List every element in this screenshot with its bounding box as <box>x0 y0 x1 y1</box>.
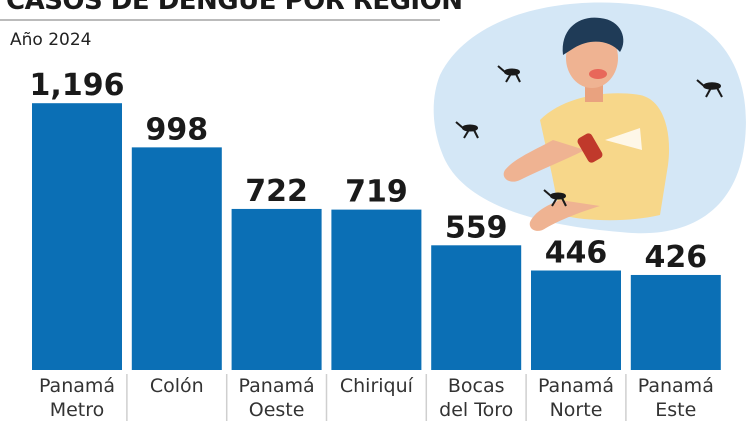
bar-value-label: 1,196 <box>30 68 125 103</box>
man-arm-raised <box>503 140 585 182</box>
category-tick-label: del Toro <box>439 399 513 421</box>
category-tick-label: Colón <box>150 375 204 397</box>
bar <box>431 245 522 370</box>
bar-value-label: 559 <box>445 210 508 245</box>
bar <box>131 147 222 370</box>
illustration <box>433 2 746 234</box>
category-tick-label: Metro <box>50 399 105 421</box>
man-cheek <box>589 69 607 79</box>
category-tick-label: Panamá <box>239 375 315 397</box>
man-torso <box>540 93 670 221</box>
repellent-spray-icon <box>577 133 603 163</box>
category-tick-label: Chiriquí <box>340 375 414 397</box>
bar-value-label: 719 <box>345 175 408 210</box>
category-tick-label: Panamá <box>638 375 714 397</box>
bar <box>331 209 422 370</box>
category-tick-label: Norte <box>550 399 603 421</box>
man-hair <box>562 17 624 55</box>
category-tick-label: Este <box>655 399 696 421</box>
bar <box>231 208 322 370</box>
title-underline <box>0 19 440 21</box>
mosquito-icon <box>696 79 723 98</box>
bar <box>630 274 721 370</box>
bar <box>32 103 122 370</box>
mosquito-icon <box>497 65 521 83</box>
bar <box>531 270 621 370</box>
mosquito-icon <box>543 189 567 207</box>
man-arm-lower <box>529 200 600 231</box>
bar-value-label: 446 <box>545 236 608 271</box>
bar-value-label: 426 <box>644 240 707 275</box>
category-tick-label: Bocas <box>448 375 505 397</box>
bar-value-label: 722 <box>245 174 308 209</box>
category-tick-label: Oeste <box>249 399 305 421</box>
bar-value-label: 998 <box>145 112 208 147</box>
category-tick-label: Panamá <box>39 375 115 397</box>
chart-title: CASOS DE DENGUE POR REGIÓN <box>6 0 463 16</box>
spray-mist <box>605 128 642 150</box>
category-tick-label: Panamá <box>538 375 614 397</box>
mosquito-icon <box>455 121 479 139</box>
chart-subtitle: Año 2024 <box>10 30 92 50</box>
